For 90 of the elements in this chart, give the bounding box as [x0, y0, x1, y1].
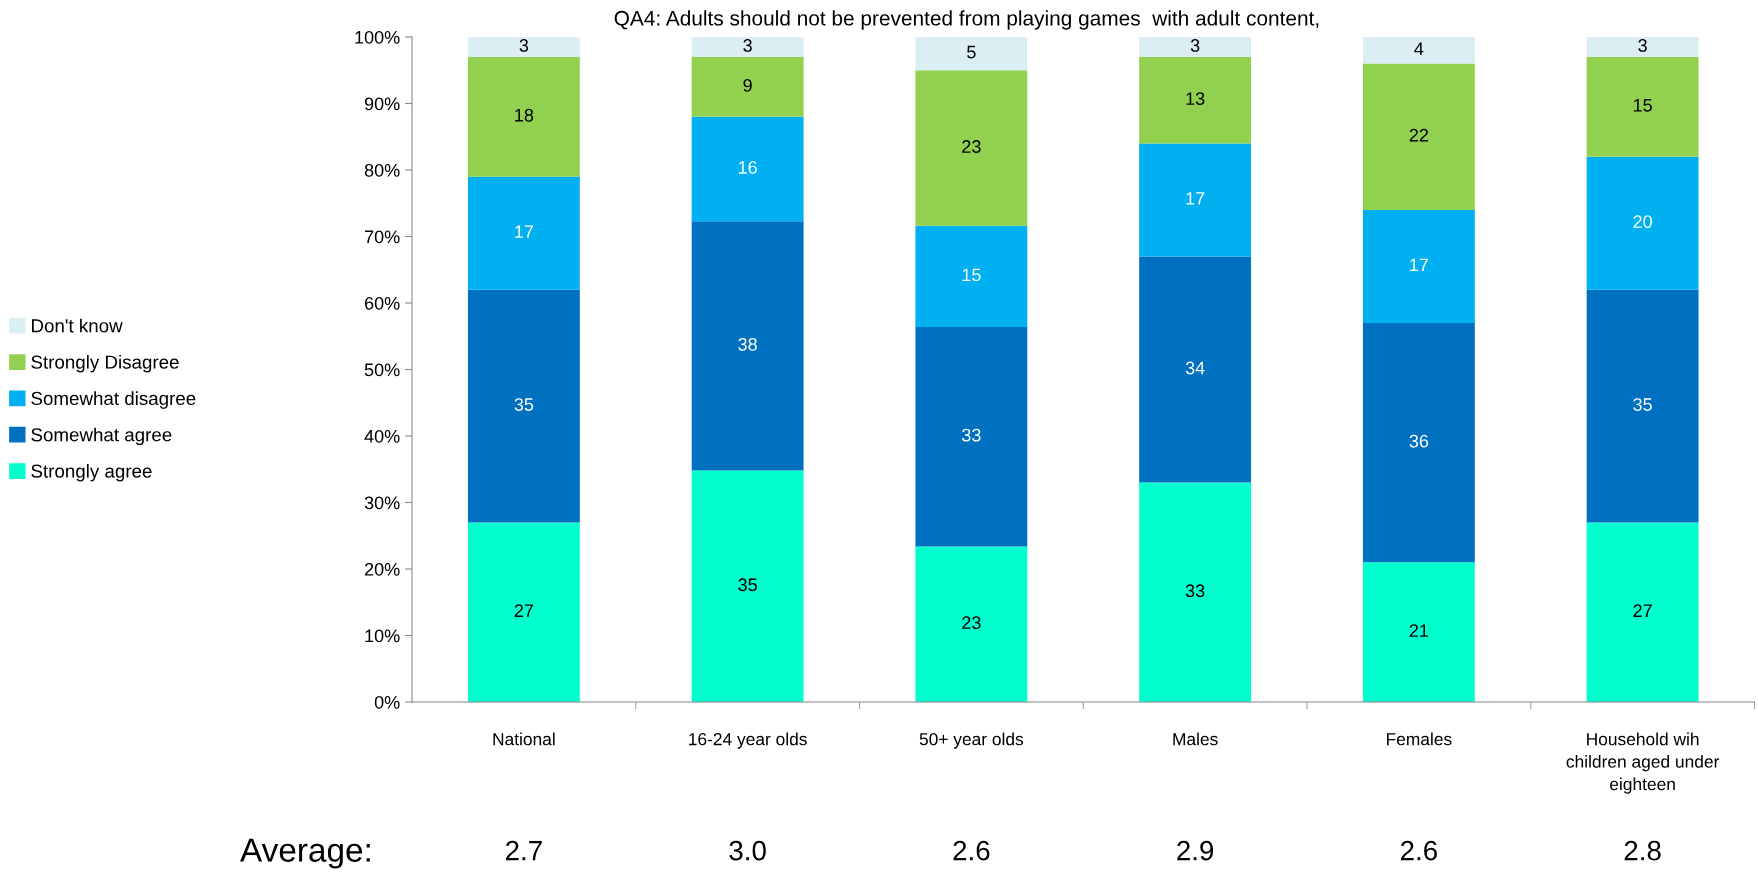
chart-title: QA4: Adults should not be prevented from playing games with adult content,: [614, 10, 1319, 30]
bar: [915, 225, 1028, 327]
data-label: 16: [738, 161, 757, 174]
data-label: 9: [743, 78, 752, 92]
data-label: 17: [515, 225, 534, 238]
bar: [1139, 56, 1252, 144]
x-tick-label: Females: [1387, 732, 1452, 746]
data-label: 21: [1409, 624, 1429, 637]
bar: [1586, 37, 1699, 57]
legend-label: Somewhat agree: [31, 427, 172, 446]
data-label: 18: [515, 108, 534, 122]
data-label: 23: [962, 616, 981, 630]
text: 2.7: [505, 840, 542, 861]
data-label: 3: [743, 39, 752, 52]
data-label: 27: [1633, 604, 1652, 617]
text: Average:: [240, 838, 370, 869]
bar: [1586, 56, 1699, 157]
bar: [1586, 522, 1699, 702]
text: 3.0: [729, 840, 766, 861]
data-label: 15: [962, 268, 981, 282]
bar: [1139, 482, 1252, 702]
data-label: 15: [1633, 99, 1652, 112]
bar: [915, 70, 1028, 226]
data-label: 35: [514, 398, 534, 411]
bar: [467, 522, 580, 702]
x-tick-label: Males: [1173, 732, 1218, 746]
legend-label: Strongly agree: [31, 463, 152, 482]
y-tick-label: 60%: [364, 296, 400, 310]
bar: [1586, 156, 1699, 290]
bar: [1362, 322, 1475, 563]
y-tick-label: 50%: [364, 363, 400, 377]
bar: [691, 470, 804, 702]
data-label: 3: [1190, 39, 1200, 52]
x-tick-label: Household wih children aged under eighteen: [1566, 732, 1720, 794]
bar: [1362, 562, 1475, 702]
data-label: 34: [1185, 361, 1205, 375]
legend-label: Don't know: [32, 318, 123, 333]
bar: [1586, 289, 1699, 523]
y-tick-label: 90%: [364, 97, 400, 111]
bar: [1139, 143, 1252, 257]
y-tick-label: 40%: [364, 429, 400, 443]
data-label: 33: [962, 428, 981, 442]
data-label: 35: [738, 578, 757, 592]
bar: [915, 326, 1028, 547]
data-label: 3: [1638, 39, 1647, 52]
data-label: 33: [1185, 584, 1205, 598]
bar: [1362, 63, 1475, 210]
x-tick-label: 50+ year olds: [919, 732, 1024, 749]
y-tick-label: 100%: [355, 30, 400, 44]
legend-label: Strongly Disagree: [31, 354, 179, 373]
bar: [1139, 37, 1252, 57]
data-label: 17: [1410, 258, 1428, 272]
y-tick-label: 70%: [364, 230, 400, 244]
text: 2.6: [1400, 840, 1437, 861]
data-label: 36: [1409, 434, 1429, 448]
y-tick-label: 0%: [374, 695, 400, 709]
data-label: 20: [1633, 215, 1652, 229]
legend-label: Somewhat disagree: [31, 391, 196, 409]
bar: [467, 56, 580, 177]
data-label: 17: [1186, 192, 1205, 205]
data-label: 23: [962, 140, 981, 153]
data-label: 35: [1633, 398, 1652, 411]
bar: [691, 37, 804, 57]
bar: [1362, 209, 1475, 323]
bar: [467, 176, 580, 290]
x-tick-label: National: [493, 732, 555, 746]
bar: [691, 56, 804, 117]
y-tick-label: 30%: [364, 496, 400, 510]
bar: [691, 221, 804, 471]
text: 2.8: [1624, 840, 1661, 861]
bar: [915, 37, 1028, 71]
y-tick-label: 20%: [364, 562, 400, 576]
data-label: 3: [519, 39, 529, 52]
data-label: 27: [514, 604, 534, 617]
y-tick-label: 10%: [365, 629, 400, 643]
text: 2.6: [953, 840, 990, 861]
bar: [467, 37, 580, 57]
data-label: 38: [738, 337, 757, 351]
bar: [467, 289, 580, 523]
data-label: 13: [1186, 92, 1205, 106]
bar: [1362, 37, 1475, 64]
bar: [1139, 256, 1252, 483]
bar: [915, 546, 1028, 702]
data-label: 5: [967, 45, 976, 59]
data-label: 4: [1414, 42, 1424, 55]
y-tick-label: 80%: [364, 163, 400, 177]
x-tick-label: 16-24 year olds: [689, 732, 807, 749]
data-label: 22: [1409, 128, 1428, 142]
bar: [691, 116, 804, 222]
text: 2.9: [1177, 840, 1214, 861]
